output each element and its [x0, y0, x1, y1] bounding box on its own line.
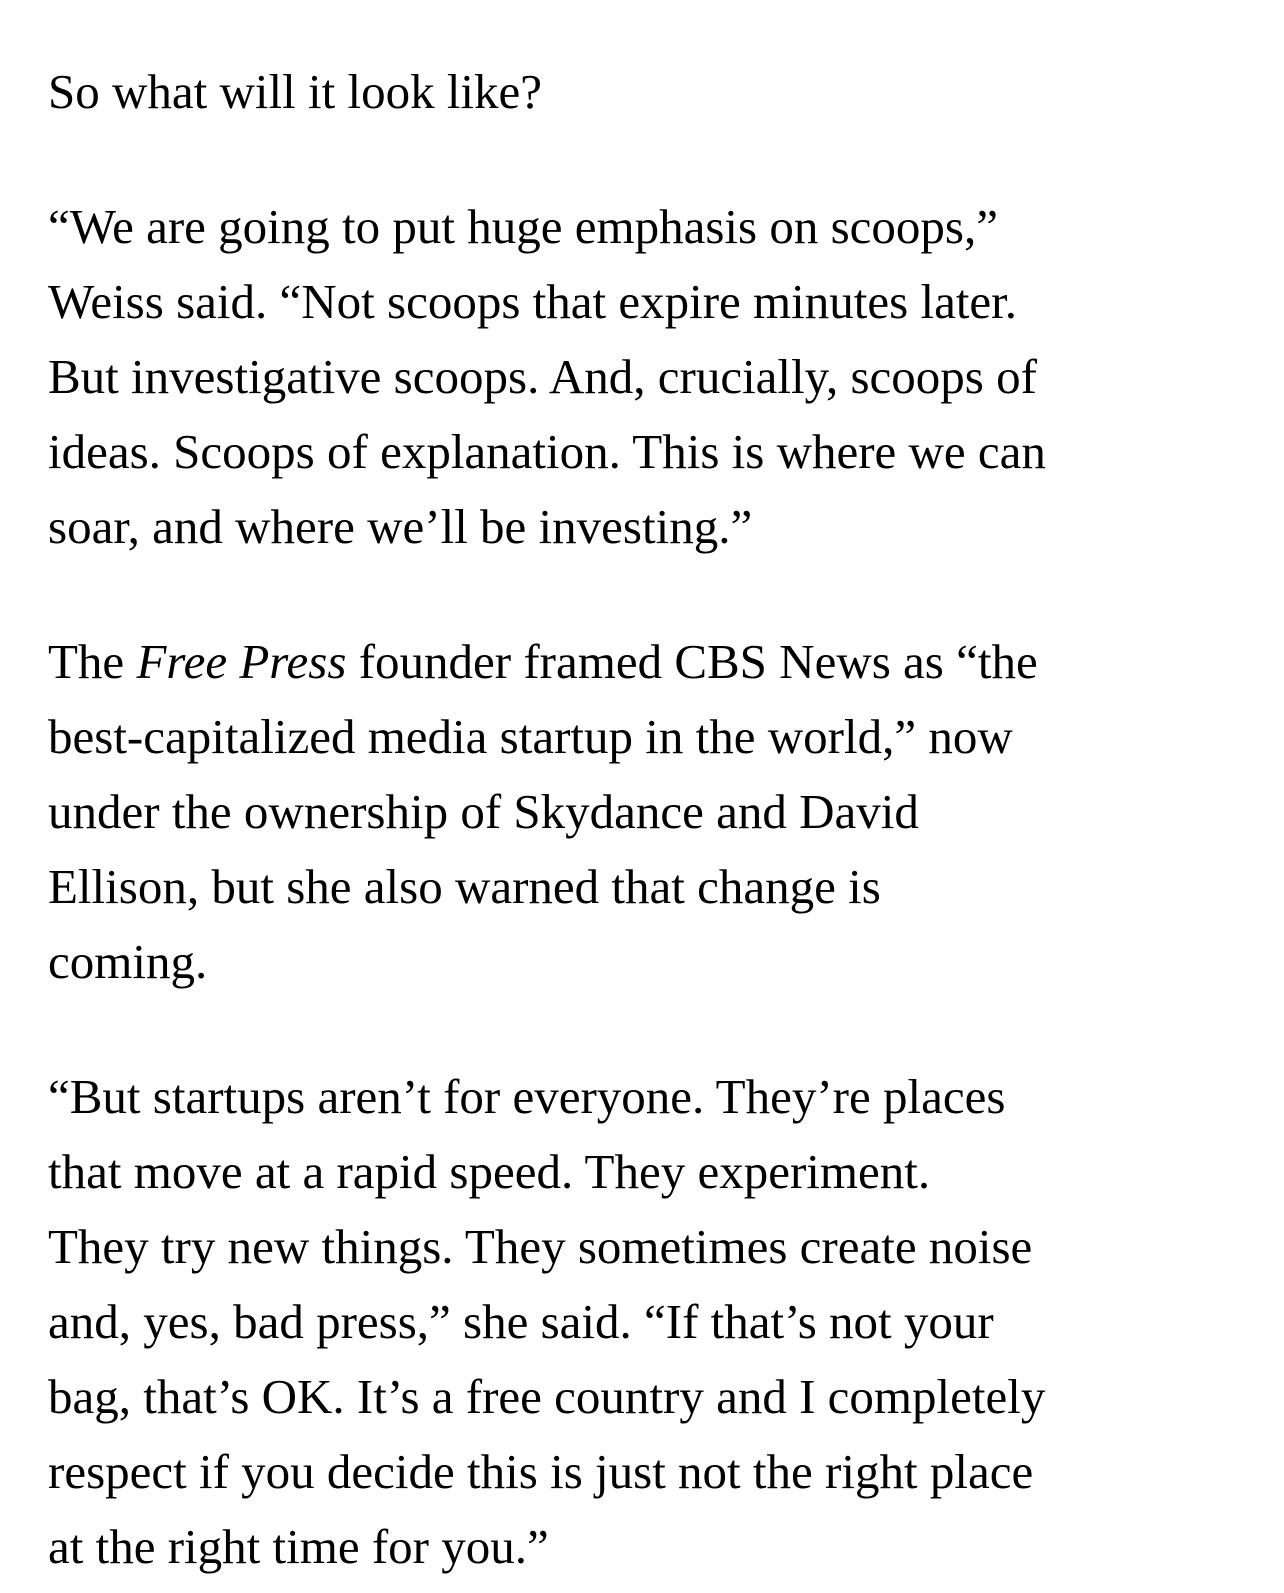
paragraph: “But startups aren’t for everyone. They’…	[48, 1059, 1244, 1584]
article-line: Ellison, but she also warned that change…	[48, 859, 881, 914]
article-line: soar, and where we’ll be investing.”	[48, 499, 753, 554]
article-line: ideas. Scoops of explanation. This is wh…	[48, 424, 1046, 479]
article-line: under the ownership of Skydance and Davi…	[48, 784, 919, 839]
article-line: The Free Press founder framed CBS News a…	[48, 624, 1244, 699]
article-line: coming.	[48, 934, 208, 989]
article-line: So what will it look like?	[48, 64, 543, 119]
article-line: that move at a rapid speed. They experim…	[48, 1144, 931, 1199]
article-text-segment: founder framed CBS News as “the	[346, 634, 1038, 689]
paragraph: The Free Press founder framed CBS News a…	[48, 624, 1244, 999]
article-line: “We are going to put huge emphasis on sc…	[48, 199, 998, 254]
article-line: bag, that’s OK. It’s a free country and …	[48, 1369, 1046, 1424]
paragraph: So what will it look like?	[48, 54, 1244, 129]
article-line: best-capitalized media startup in the wo…	[48, 709, 1013, 764]
article-line: at the right time for you.”	[48, 1519, 549, 1574]
italic-publication-name: Free Press	[136, 634, 347, 689]
article-line: respect if you decide this is just not t…	[48, 1444, 1034, 1499]
article-line: Weiss said. “Not scoops that expire minu…	[48, 274, 1018, 329]
paragraph: “We are going to put huge emphasis on sc…	[48, 189, 1244, 564]
article-line: They try new things. They sometimes crea…	[48, 1219, 1033, 1274]
article-line: But investigative scoops. And, crucially…	[48, 349, 1037, 404]
article-line: “But startups aren’t for everyone. They’…	[48, 1069, 1006, 1124]
article-line: and, yes, bad press,” she said. “If that…	[48, 1294, 994, 1349]
article-text-segment: The	[48, 634, 137, 689]
